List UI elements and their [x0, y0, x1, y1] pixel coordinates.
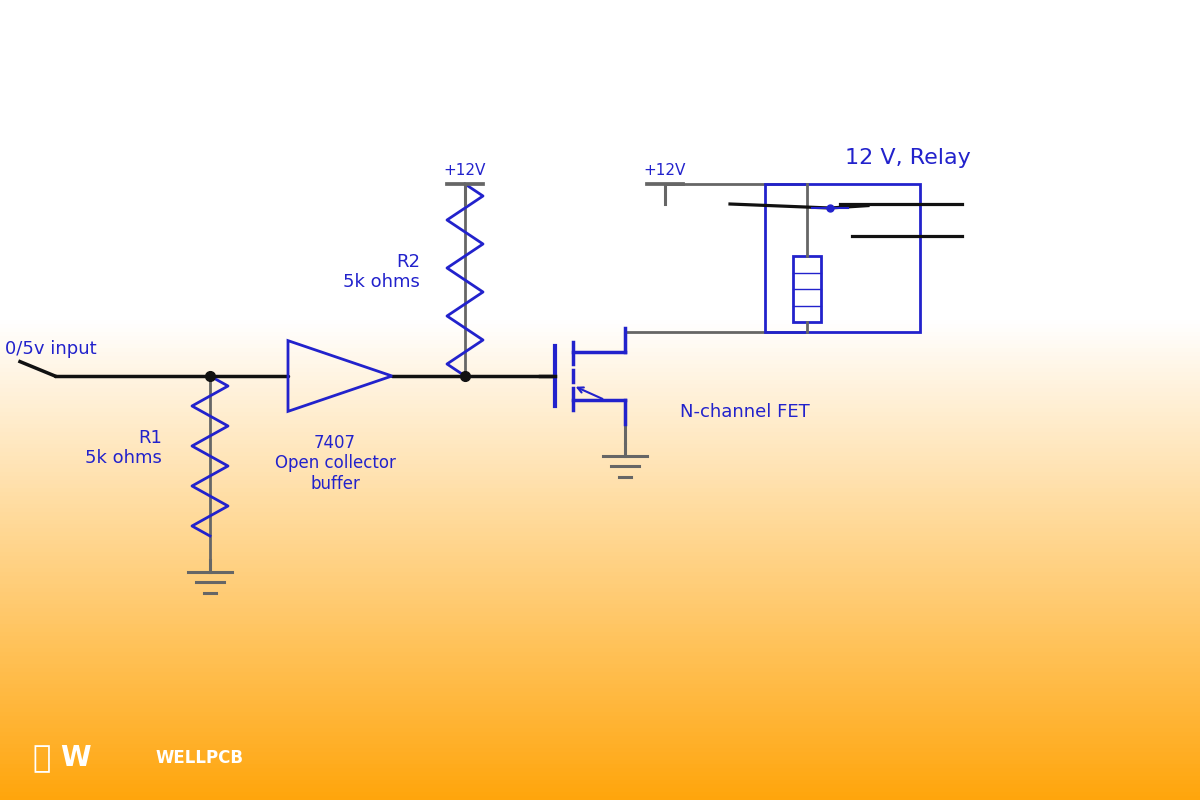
Text: 12 V, Relay: 12 V, Relay — [845, 148, 971, 168]
Text: R2
5k ohms: R2 5k ohms — [343, 253, 420, 291]
Text: ⓦ: ⓦ — [32, 744, 52, 773]
Text: +12V: +12V — [644, 162, 686, 178]
Text: WELLPCB: WELLPCB — [155, 750, 242, 767]
Text: R1
5k ohms: R1 5k ohms — [85, 429, 162, 467]
Text: +12V: +12V — [444, 162, 486, 178]
Text: 7407
Open collector
buffer: 7407 Open collector buffer — [275, 434, 396, 493]
Text: W: W — [60, 744, 90, 773]
Text: 0/5v input: 0/5v input — [5, 341, 97, 358]
Bar — [766, 184, 920, 332]
Bar — [793, 256, 821, 322]
Text: N-channel FET: N-channel FET — [680, 403, 810, 421]
